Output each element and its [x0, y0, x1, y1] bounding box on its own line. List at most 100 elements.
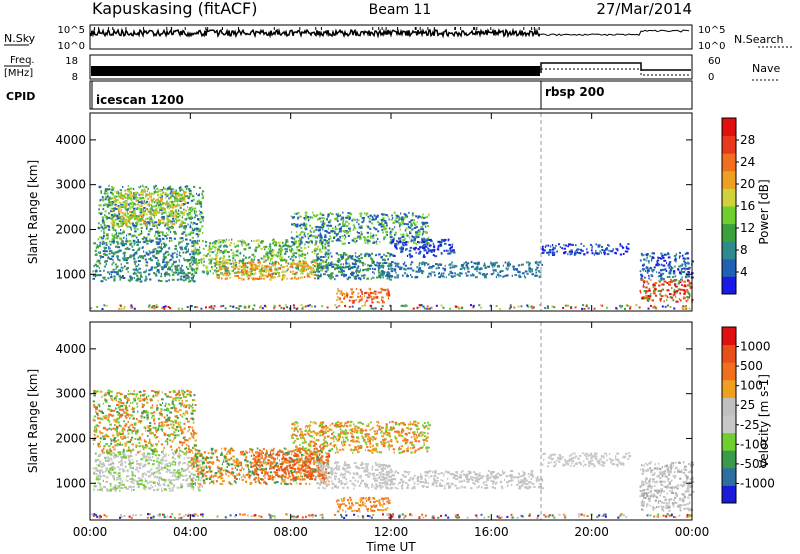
power-cell	[299, 238, 303, 241]
power-cell	[117, 246, 121, 249]
velocity-cell	[180, 427, 182, 430]
velocity-cell	[183, 422, 186, 425]
power-cell	[483, 264, 486, 267]
power-cell	[358, 223, 360, 226]
velocity-cell	[120, 402, 124, 404]
power-cell	[433, 271, 436, 274]
velocity-cell	[101, 449, 104, 452]
power-cell	[285, 240, 289, 243]
power-cell	[102, 218, 104, 221]
power-cell	[363, 217, 365, 219]
power-cell	[133, 212, 137, 215]
power-cell	[159, 203, 163, 206]
power-cell	[400, 246, 403, 249]
power-cell	[314, 252, 316, 255]
power-cell	[382, 228, 385, 231]
power-cell	[289, 270, 292, 273]
power-cell	[381, 288, 384, 291]
power-cell	[650, 279, 652, 282]
power-cell	[301, 252, 303, 255]
velocity-cell	[194, 444, 198, 447]
power-cell	[155, 237, 158, 240]
power-cell	[314, 215, 318, 218]
power-cell	[142, 193, 144, 196]
power-cell	[232, 262, 234, 265]
velocity-cell	[157, 400, 159, 402]
power-ground-cell	[248, 305, 250, 308]
power-cell	[109, 243, 112, 246]
power-cell	[156, 261, 158, 264]
power-cell	[668, 266, 671, 269]
velocity-cell	[177, 396, 180, 399]
power-cell	[348, 268, 351, 271]
power-cell	[180, 188, 183, 191]
power-cell	[119, 192, 121, 195]
power-cell	[262, 277, 266, 280]
power-cell	[371, 298, 374, 301]
power-cell	[421, 261, 425, 264]
power-cell	[136, 236, 138, 239]
freq-panel: Freq. [MHz] 18 8 60 0 Nave	[4, 54, 780, 83]
power-cell	[318, 226, 322, 229]
power-cell	[187, 276, 191, 279]
power-cell	[413, 222, 416, 225]
power-cell	[139, 278, 141, 281]
power-cell	[335, 263, 338, 266]
power-cell	[187, 195, 190, 198]
power-cell	[253, 272, 256, 275]
power-cell	[163, 234, 166, 237]
power-cell	[298, 234, 301, 236]
velocity-cell	[146, 418, 149, 421]
power-cell	[431, 249, 435, 252]
power-cell	[364, 292, 366, 295]
power-cell	[333, 263, 336, 266]
power-cell	[595, 243, 598, 246]
power-ground-cell	[478, 304, 481, 307]
power-cell	[175, 210, 178, 213]
power-cell	[211, 266, 213, 268]
power-cell	[512, 265, 515, 268]
power-cell	[299, 232, 302, 235]
power-cell	[220, 261, 223, 264]
power-cell	[608, 244, 610, 247]
power-cell	[439, 263, 443, 266]
power-cell	[201, 197, 205, 200]
power-cell	[104, 227, 106, 229]
power-cell	[265, 270, 267, 273]
power-cell	[327, 227, 329, 230]
power-cell	[300, 231, 304, 234]
power-cell	[174, 232, 177, 235]
power-cell	[332, 230, 335, 233]
power-cell	[495, 276, 497, 279]
freq-trace-icescan	[91, 66, 540, 76]
power-cell	[388, 276, 391, 279]
power-cell	[292, 259, 295, 262]
velocity-cell	[114, 397, 117, 400]
power-cell	[326, 242, 330, 245]
power-ground-cell	[307, 304, 310, 307]
power-cell	[173, 219, 175, 222]
power-cell	[257, 246, 260, 248]
power-cell	[166, 219, 169, 222]
power-cell	[661, 254, 664, 257]
power-cell	[372, 222, 374, 225]
power-cell	[125, 259, 128, 262]
power-cell	[291, 241, 294, 244]
power-cell	[169, 213, 172, 216]
power-cell	[394, 233, 397, 236]
velocity-cell	[129, 424, 131, 427]
power-cell	[160, 266, 164, 269]
power-cell	[354, 241, 357, 244]
power-cell	[257, 265, 260, 268]
power-cell	[111, 215, 115, 218]
power-cell	[129, 256, 132, 259]
velocity-cell	[155, 450, 157, 453]
power-cell	[237, 240, 240, 243]
power-cell	[357, 295, 360, 298]
power-cell	[300, 223, 303, 226]
velocity-cell	[105, 450, 108, 453]
power-cell	[318, 248, 322, 251]
power-cell	[660, 277, 663, 280]
power-cell	[323, 239, 327, 242]
power-cell	[229, 276, 231, 279]
